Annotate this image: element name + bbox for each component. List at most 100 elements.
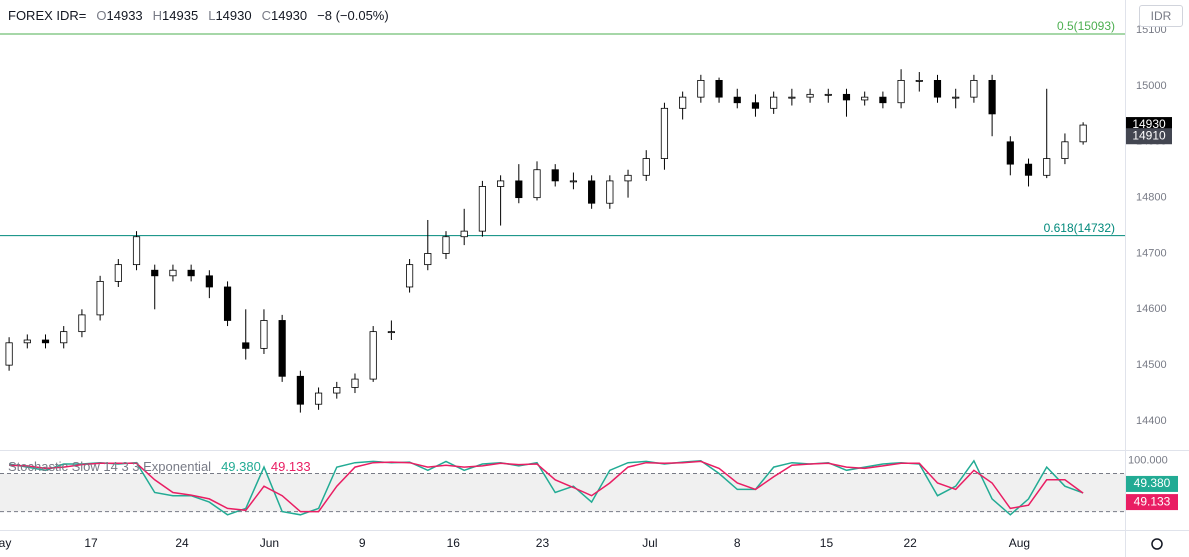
candle-body [369,331,377,380]
x-tick-label: May [0,536,11,550]
candle-body [406,264,414,288]
ohlc-legend: FOREX IDR= O 14933 H 14935 L 14930 C 14930 −… [8,8,389,23]
candle-body [715,79,723,98]
fib-label: 0.618(14732) [1044,221,1115,235]
y-tick-label: 14700 [1136,247,1167,259]
indicator-legend: Stochastic Slow 14 3 3 Exponential 49.38… [8,459,311,474]
candle-body [952,96,960,99]
ohlc-value: 14933 [106,8,143,23]
d-value: 49.133 [270,459,311,474]
ohlc-value: 14930 [270,8,308,23]
candle-body [442,236,450,254]
candle-body [96,280,104,316]
price-tag [1126,128,1172,145]
indicator-title: Stochastic Slow 14 3 3 Exponential [8,459,212,474]
candle-body [5,342,13,366]
candle-body [132,236,141,266]
candle-body [897,79,905,104]
candle-body [478,186,486,232]
candle-body [751,102,760,109]
candle-body [351,378,359,388]
x-tick-label: 9 [359,536,366,550]
x-tick-label: 17 [84,536,98,550]
candle-body [606,180,614,204]
settings-icon [1151,538,1163,550]
price-tag-label: 14910 [1132,128,1166,142]
y-tick-label: 14800 [1136,192,1167,204]
candle-body [424,253,432,266]
candle-body [1061,141,1069,159]
candle-body [933,79,942,98]
value-tag [1126,494,1178,511]
candle-body [569,180,578,183]
y-tick-label: 14400 [1136,415,1167,427]
y-tick-label: 14500 [1136,359,1167,371]
candle-body [460,230,468,238]
candle-body [223,286,232,321]
candle-body [1079,124,1087,143]
candle-body [788,96,796,99]
candle-body [497,180,505,187]
x-tick-label: 22 [904,536,918,550]
candle-body [60,331,68,344]
ohlc-key: L [208,8,216,23]
candle-body [733,96,741,104]
x-tick-label: 8 [734,536,741,550]
candle-body [78,314,86,333]
candle-body [642,158,650,176]
candle-body [842,93,851,101]
candle-body [314,392,323,405]
value-tag [1126,475,1178,492]
candle-body [770,96,778,109]
candle-body [970,79,978,98]
band-fill [0,473,1125,512]
candle-body [23,339,31,344]
candle-body [1024,163,1033,176]
candle-body [151,269,159,277]
candle-body [114,264,122,282]
candle-body [278,320,286,377]
k-value: 49.380 [221,459,261,474]
candle-body [515,180,523,199]
x-tick-label: 16 [447,536,461,550]
ohlc-key: H [152,8,163,23]
ohlc-key: C [261,8,271,23]
x-tick-label: Jun [260,536,279,550]
value-tag-label: 49.133 [1134,494,1171,508]
x-tick-label: 24 [175,536,189,550]
x-tick-label: 15 [820,536,834,550]
candle-body [551,169,559,182]
candle-body [242,342,250,349]
y-tick-label: 14600 [1136,303,1167,315]
ohlc-key: O [96,8,107,23]
candle-body [660,107,669,159]
candle-body [41,339,50,344]
currency-button[interactable]: IDR [1139,5,1183,27]
y-tick-label: 100.000 [1128,455,1168,467]
candle-body [1006,141,1014,165]
candle-body [187,269,195,277]
candle-body [588,180,596,204]
fib-label: 0.5(15093) [1057,19,1115,33]
candle-body [806,93,814,98]
x-tick-label: Aug [1009,536,1030,550]
value-tag-label: 49.380 [1134,476,1171,490]
candle-body [915,79,923,82]
candle-body [533,169,541,199]
candle-body [333,387,341,394]
x-tick-label: Jul [642,536,657,550]
candle-body [1043,158,1051,176]
candle-body [679,96,687,109]
ohlc-value: 14935 [162,8,199,23]
symbol: FOREX IDR= [8,8,87,23]
candle-body [387,331,395,334]
candle-body [824,93,832,96]
candle-body [879,96,887,104]
candle-body [697,79,705,98]
candle-body [205,275,213,288]
change: −8 (−0.05%) [317,8,389,23]
ohlc-value: 14930 [215,8,252,23]
y-tick-label: 15000 [1136,80,1167,92]
